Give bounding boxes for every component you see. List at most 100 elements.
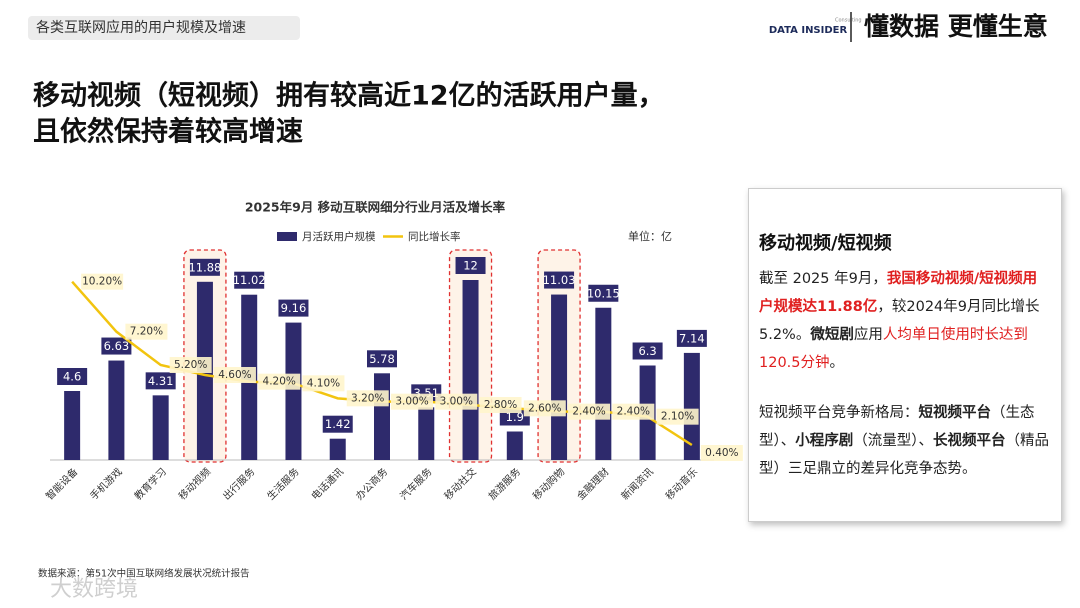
bar-label-bg (145, 372, 176, 390)
line-label-bg (346, 390, 389, 407)
line-label-bg (523, 400, 566, 417)
line-label-bg (479, 397, 522, 413)
bar (152, 395, 169, 460)
bar-value-label: 11.88 (188, 260, 221, 274)
bar (64, 391, 81, 460)
text-run: 短视频平台 (918, 405, 992, 421)
watermark: 大数跨境 (50, 577, 138, 602)
line-value-label: 2.10% (661, 411, 694, 423)
bar-label-bg (676, 329, 707, 347)
x-tick-label: 办公商务 (353, 465, 390, 502)
line-label-bg (435, 393, 478, 410)
line-value-label: 3.20% (351, 392, 384, 404)
x-tick-label: 移动视频 (176, 465, 213, 502)
text-run: （流量型）、 (853, 433, 933, 449)
x-tick-label: 移动购物 (530, 465, 567, 502)
line-value-label: 3.00% (440, 396, 473, 408)
x-tick-label: 出行服务 (220, 465, 257, 502)
bar-label-bg (632, 342, 663, 360)
line-value-label: 5.20% (174, 359, 207, 371)
x-tick-label: 金融理财 (574, 465, 611, 502)
line-value-label: 0.40% (705, 447, 738, 459)
bar-label-bg (57, 368, 88, 385)
bar-value-label: 5.78 (369, 352, 395, 366)
header-tag: 各类互联网应用的用户规模及增速 (36, 19, 246, 36)
legend-label: 月活跃用户规模 (302, 230, 376, 243)
bar-value-label: 1.42 (325, 417, 351, 431)
x-tick-label: 移动社交 (441, 465, 478, 502)
text-run: 长视频平台 (933, 433, 1006, 449)
x-tick-label: 新闻资讯 (618, 465, 655, 502)
line-value-label: 4.10% (307, 377, 340, 389)
line-label-bg (258, 373, 301, 390)
x-tick-label: 旅游服务 (486, 465, 523, 502)
text-run: ，较2024年9月同比增长5.2%。 (759, 299, 1040, 343)
line-value-label: 2.40% (617, 406, 650, 418)
line-label-bg (700, 445, 743, 461)
line-value-label: 10.20% (82, 276, 122, 288)
line-label-bg (125, 323, 168, 340)
text-run: 小程序剧 (795, 433, 854, 449)
text-run: （生态型）、 (759, 405, 1035, 449)
bar-value-label: 6.63 (104, 339, 130, 353)
line-label-bg (302, 375, 345, 392)
line-label-bg (81, 273, 124, 290)
bar (683, 352, 700, 460)
text-run: 微短剧 (810, 327, 854, 343)
bar-label-bg (588, 284, 619, 302)
panel-title: 移动视频/短视频 (759, 233, 892, 254)
x-tick-label: 电话通讯 (308, 465, 345, 502)
bar (108, 360, 125, 460)
line-value-label: 3.00% (395, 396, 428, 408)
text-run: 短视频平台竞争新格局： (759, 405, 919, 421)
bar-label-bg (101, 337, 132, 355)
bar-value-label: 1.9 (506, 410, 524, 424)
line-label-bg (568, 403, 611, 420)
insight-panel: 移动视频/短视频 截至 2025 年9月，我国移动视频/短视频用户规模达11.8… (748, 188, 1062, 522)
bar-label-bg (234, 271, 265, 289)
line-value-label: 4.20% (263, 376, 296, 388)
legend-swatch (277, 232, 297, 241)
logo: DATA INSIDER (769, 25, 848, 36)
bar-label-bg (367, 350, 397, 368)
x-tick-label: 智能设备 (43, 465, 80, 502)
bar-value-label: 9.16 (281, 301, 307, 315)
x-tick-label: 手机游戏 (87, 465, 124, 502)
bar-label-bg (278, 299, 309, 317)
text-run: 应用 (853, 327, 883, 343)
title-line: 移动视频（短视频）拥有较高近12亿的活跃用户量， (33, 80, 665, 112)
bar (551, 294, 568, 460)
text-run: 人均单日使用时长达到120.5分钟 (759, 327, 1028, 371)
bar-value-label: 10.15 (587, 286, 620, 300)
logo-sub: Consulting (835, 18, 862, 24)
line-value-label: 4.60% (218, 369, 251, 381)
line-label-bg (391, 393, 433, 410)
bar-label-bg (455, 257, 486, 274)
bar (329, 438, 346, 460)
panel-paragraph: 截至 2025 年9月，我国移动视频/短视频用户规模达11.88亿，较2024年… (759, 265, 1051, 377)
bar (418, 407, 435, 460)
bar-label-bg (322, 415, 353, 433)
bar-value-label: 6.3 (638, 344, 656, 358)
x-tick-label: 移动音乐 (663, 465, 700, 502)
line-value-label: 2.60% (528, 402, 561, 414)
bar-value-label: 12 (463, 259, 478, 273)
line-value-label: 2.80% (484, 399, 517, 411)
bar-value-label: 7.14 (679, 331, 705, 345)
bar-value-label: 4.6 (63, 370, 81, 384)
line-value-label: 7.20% (130, 326, 163, 338)
bar-value-label: 11.03 (543, 273, 576, 287)
text-run: 我国移动视频/短视频用户规模达11.88亿 (759, 271, 1038, 315)
line-label-bg (656, 408, 699, 425)
bar-value-label: 4.31 (148, 374, 174, 388)
bar (285, 322, 302, 460)
x-tick-label: 生活服务 (264, 465, 301, 502)
line-value-label: 2.40% (572, 406, 605, 418)
panel-paragraph: 短视频平台竞争新格局：短视频平台（生态型）、小程序剧（流量型）、长视频平台（精品… (759, 399, 1051, 483)
x-tick-label: 教育学习 (131, 465, 168, 502)
text-run: （精品型）三足鼎立的差异化竞争态势。 (759, 433, 1049, 477)
text-run: 截至 2025 年9月， (759, 271, 887, 287)
bar (506, 431, 523, 460)
